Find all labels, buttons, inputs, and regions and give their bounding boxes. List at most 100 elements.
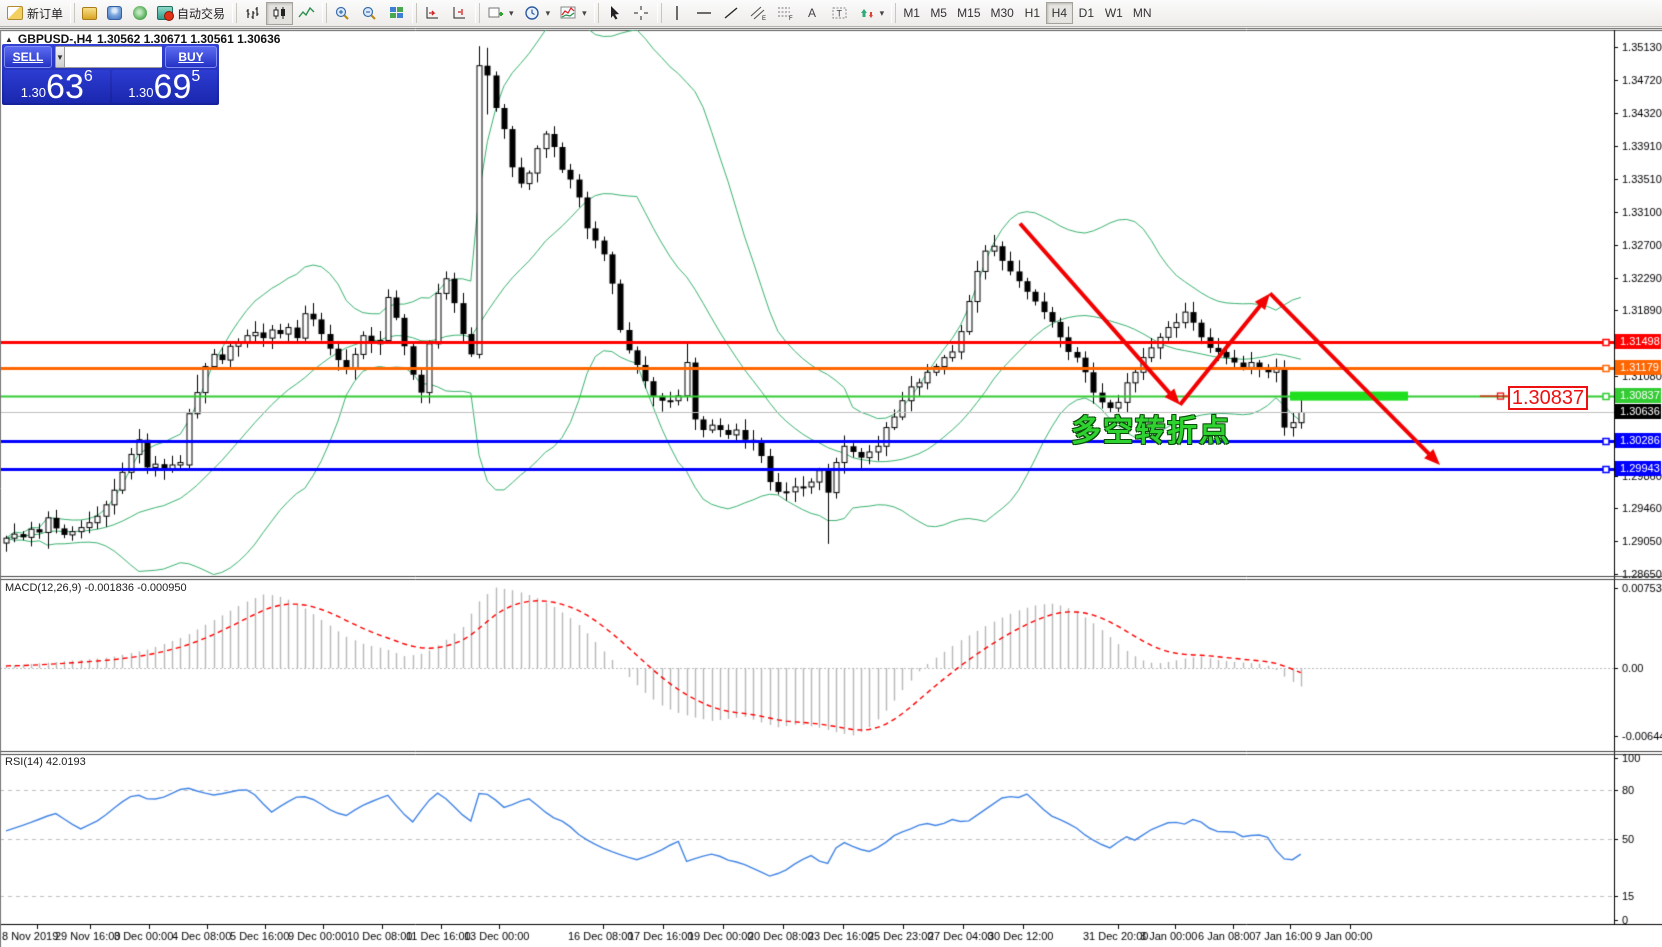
toolbar-separator	[593, 3, 599, 23]
fibonacci-button[interactable]: F	[772, 2, 799, 25]
zoom-out-icon	[361, 5, 378, 21]
community-button[interactable]	[102, 2, 127, 25]
line-chart-icon	[298, 5, 315, 21]
auto-scroll-icon	[424, 5, 441, 21]
oneclick-collapse-icon[interactable]: ▲	[5, 34, 13, 44]
chart-shift-button[interactable]	[446, 2, 473, 25]
dropdown-caret-icon: ▾	[545, 7, 551, 18]
chart-title: ▲ GBPUSD-,H4 1.30562 1.30671 1.30561 1.3…	[5, 32, 280, 46]
buy-price-prefix: 1.30	[128, 85, 154, 100]
sell-price-pip: 6	[83, 68, 93, 85]
vertical-line-button[interactable]	[664, 2, 691, 25]
new-order-icon	[7, 6, 23, 20]
symbol-period-label: GBPUSD-,H4	[17, 32, 92, 46]
rsi-indicator-label: RSI(14) 42.0193	[5, 756, 86, 768]
market-watch-icon	[82, 6, 98, 20]
dropdown-caret-icon: ▾	[582, 7, 587, 18]
cursor-icon	[606, 5, 623, 21]
signals-button[interactable]	[127, 2, 152, 25]
buy-button[interactable]: BUY	[165, 46, 217, 68]
svg-text:T: T	[836, 9, 842, 19]
crosshair-button[interactable]	[628, 2, 655, 25]
toolbar-separator	[412, 3, 418, 23]
timeframe-d1-button[interactable]: D1	[1073, 2, 1100, 24]
trendline-icon	[723, 5, 740, 21]
sell-button[interactable]: SELL	[4, 46, 52, 68]
arrows-button[interactable]: ▾	[853, 2, 890, 25]
zoom-in-icon	[334, 5, 351, 21]
tile-windows-button[interactable]	[383, 2, 410, 25]
toolbar-separator	[70, 3, 76, 23]
text-button[interactable]: A	[799, 2, 826, 25]
timeframe-m5-button[interactable]: M5	[925, 2, 952, 24]
bar-chart-button[interactable]	[239, 2, 266, 25]
new-order-button[interactable]: 新订单	[2, 2, 68, 25]
volume-decrease-button[interactable]: ▼	[55, 46, 65, 68]
clock-icon	[524, 5, 541, 21]
profile-icon	[107, 6, 123, 20]
text-label-button[interactable]: T	[826, 2, 853, 25]
timeframe-m15-button[interactable]: M15	[952, 2, 985, 24]
crosshair-icon	[633, 5, 650, 21]
sell-price-main: 63	[46, 68, 84, 106]
horizontal-line-button[interactable]	[691, 2, 718, 25]
vertical-line-icon	[669, 5, 686, 21]
new-chart-icon	[487, 5, 504, 21]
zoom-out-button[interactable]	[356, 2, 383, 25]
sell-price-display[interactable]: 1.30 63 6	[4, 68, 110, 106]
periods-button[interactable]: ▾	[519, 2, 556, 25]
new-order-label: 新订单	[27, 6, 64, 21]
market-watch-button[interactable]	[77, 2, 102, 25]
svg-text:F: F	[789, 16, 793, 21]
auto-scroll-button[interactable]	[419, 2, 446, 25]
line-chart-button[interactable]	[293, 2, 320, 25]
zoom-in-button[interactable]	[329, 2, 356, 25]
timeframe-m1-button[interactable]: M1	[898, 2, 925, 24]
price-callout-box[interactable]: 1.30837	[1508, 386, 1588, 410]
arrows-icon	[858, 5, 875, 21]
chart-annotation-text[interactable]: 多空转折点	[1071, 415, 1231, 448]
buy-price-display[interactable]: 1.30 69 5	[111, 68, 217, 106]
indicators-icon	[560, 5, 577, 21]
text-icon: A	[804, 5, 821, 21]
timeframe-w1-button[interactable]: W1	[1100, 2, 1128, 24]
svg-text:A: A	[808, 6, 816, 20]
timeframe-mn-button[interactable]: MN	[1128, 2, 1157, 24]
sell-price-prefix: 1.30	[20, 85, 47, 100]
trendline-button[interactable]	[718, 2, 745, 25]
timeframe-h4-button[interactable]: H4	[1045, 2, 1073, 24]
timeframe-group: M1 M5 M15 M30 H1 H4 D1 W1 MN	[898, 2, 1156, 24]
one-click-trading-panel: SELL ▼ ▲ BUY 1.30 63 6 1.30 69 5	[2, 44, 219, 105]
buy-price-main: 69	[153, 68, 192, 106]
timeframe-m30-button[interactable]: M30	[986, 2, 1019, 24]
macd-indicator-label: MACD(12,26,9) -0.001836 -0.000950	[5, 582, 187, 594]
buy-price-pip: 5	[191, 68, 201, 85]
toolbar-separator	[475, 3, 481, 23]
toolbar-separator	[656, 3, 662, 23]
channel-icon: E	[750, 5, 767, 21]
volume-input[interactable]	[64, 46, 162, 68]
equidistant-channel-button[interactable]: E	[745, 2, 772, 25]
ohlc-values: 1.30562 1.30671 1.30561 1.30636	[96, 32, 281, 46]
toolbar: 新订单 自动交易 ▾ ▾ ▾	[0, 0, 1662, 27]
toolbar-separator	[891, 3, 897, 23]
auto-trading-icon	[157, 6, 175, 21]
auto-trading-button[interactable]: 自动交易	[152, 2, 230, 25]
horizontal-line-icon	[696, 5, 713, 21]
cursor-button[interactable]	[601, 2, 628, 25]
chart-shift-icon	[451, 5, 468, 21]
text-label-icon: T	[831, 5, 848, 21]
timeframe-h1-button[interactable]: H1	[1019, 2, 1046, 24]
svg-text:E: E	[762, 16, 766, 21]
indicators-button[interactable]: ▾	[555, 2, 592, 25]
toolbar-separator	[322, 3, 328, 23]
dropdown-caret-icon: ▾	[879, 7, 885, 18]
candlestick-chart-button[interactable]	[266, 1, 294, 25]
toolbar-separator	[232, 3, 238, 23]
auto-trading-label: 自动交易	[177, 6, 226, 21]
bar-chart-icon	[244, 5, 261, 21]
new-chart-button[interactable]: ▾	[482, 2, 519, 25]
candlestick-icon	[271, 5, 288, 21]
dropdown-caret-icon: ▾	[509, 7, 514, 18]
